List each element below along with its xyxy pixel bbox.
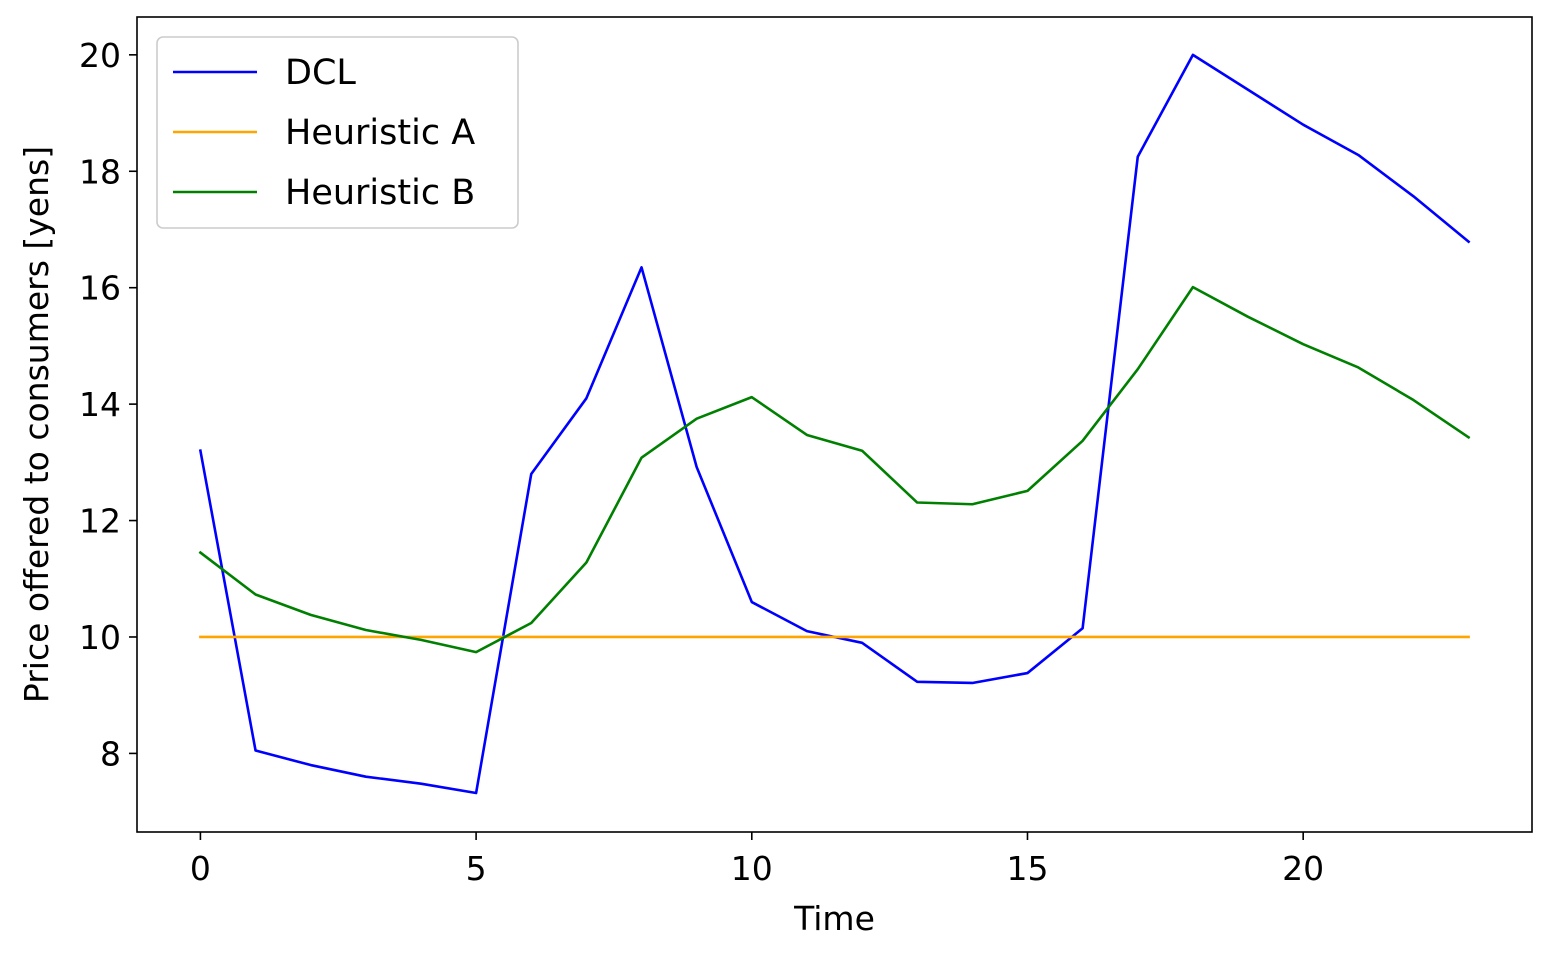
y-tick-label: 20	[79, 36, 121, 75]
x-tick-label: 5	[466, 849, 487, 888]
x-tick-label: 10	[731, 849, 773, 888]
series-layer	[198, 53, 1471, 795]
y-axis-label: Price offered to consumers [yens]	[17, 146, 56, 703]
y-tick-label: 18	[79, 152, 121, 191]
y-tick-label: 10	[79, 618, 121, 657]
y-tick-label: 14	[79, 385, 121, 424]
legend-label-heuristic-b: Heuristic B	[285, 173, 475, 213]
x-axis-label: Time	[793, 899, 875, 938]
legend-frame	[156, 36, 519, 229]
y-tick-label: 16	[79, 269, 121, 308]
x-tick-label: 20	[1282, 849, 1324, 888]
y-tick-label: 8	[100, 734, 121, 773]
legend-label-heuristic-a: Heuristic A	[285, 113, 475, 153]
y-tick-label: 12	[79, 502, 121, 541]
axis-layer: 0 5 10 15 20 8 10 12 14 16 18 20	[79, 36, 1324, 888]
series-line-heuristic-b	[198, 285, 1471, 654]
legend: DCL Heuristic A Heuristic B	[156, 36, 519, 229]
legend-label-dcl: DCL	[285, 53, 356, 93]
x-tick-label: 0	[190, 849, 211, 888]
x-tick-label: 15	[1006, 849, 1048, 888]
